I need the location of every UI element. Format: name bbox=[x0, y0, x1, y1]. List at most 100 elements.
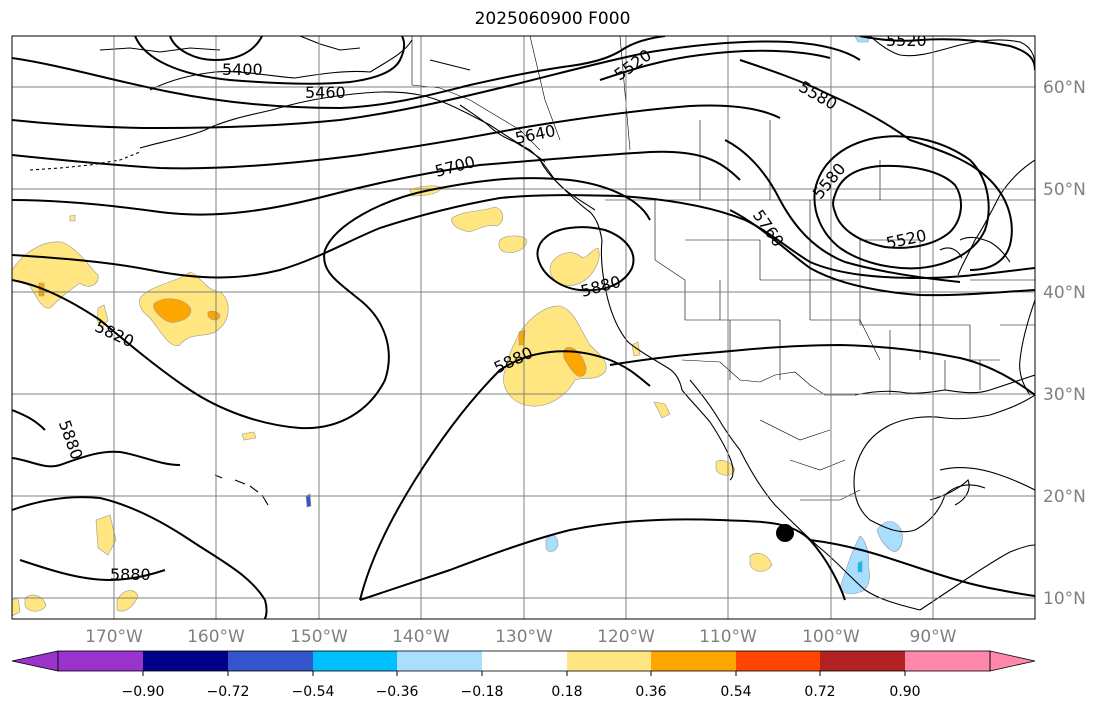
orange-patch-offcoast bbox=[563, 347, 587, 377]
lon-label: 90°W bbox=[910, 627, 957, 647]
yellow-patch-small3 bbox=[69, 214, 76, 222]
lon-label: 160°W bbox=[187, 627, 245, 647]
yellow-patch-offcoast bbox=[503, 305, 607, 407]
yellow-patch-pac-sw2 bbox=[116, 590, 139, 612]
lon-label: 140°W bbox=[392, 627, 450, 647]
colorbar-bin bbox=[143, 651, 228, 671]
colorbar-tick-label: 0.90 bbox=[889, 684, 920, 700]
colorbar-tick-label: −0.18 bbox=[461, 684, 504, 700]
aleutians bbox=[29, 151, 141, 171]
colorbar-tick-label: −0.54 bbox=[292, 684, 335, 700]
contour-5640 bbox=[12, 104, 781, 170]
lon-label: 130°W bbox=[495, 627, 553, 647]
contour-5520-low bbox=[832, 164, 962, 249]
contour-5460 bbox=[134, 36, 406, 85]
yellow-patch-small2 bbox=[631, 341, 641, 357]
mexico-states bbox=[759, 419, 861, 501]
yellow-patch-baja-s bbox=[715, 460, 736, 476]
colorbar-bin bbox=[736, 651, 820, 671]
canada-provinces bbox=[529, 36, 881, 200]
contour-low-inner bbox=[813, 135, 990, 270]
colorbar-bin bbox=[820, 651, 905, 671]
colorbar-tick-label: 0.36 bbox=[635, 684, 666, 700]
colorbar-bin bbox=[482, 651, 567, 671]
colorbar: −0.90 −0.72 −0.54 −0.36 −0.18 0.18 0.36 … bbox=[11, 650, 1036, 700]
contour-label: 5520 bbox=[886, 31, 927, 50]
lat-label: 50°N bbox=[1043, 180, 1086, 200]
us-states-east bbox=[919, 240, 1035, 390]
latitude-labels: 60°N 50°N 40°N 30°N 20°N 10°N bbox=[1043, 78, 1086, 609]
cuba bbox=[939, 466, 1035, 491]
contour-5880-ring bbox=[536, 226, 635, 292]
contour-5880-main bbox=[359, 350, 651, 601]
us-states-west bbox=[654, 200, 811, 380]
colorbar-tick-label: −0.90 bbox=[122, 684, 165, 700]
contour-5520-nw bbox=[12, 36, 666, 110]
hawaii bbox=[214, 474, 269, 506]
location-marker bbox=[776, 524, 794, 542]
blue-patch-pac bbox=[545, 534, 559, 552]
lat-label: 40°N bbox=[1043, 283, 1086, 303]
blue-patch-small bbox=[305, 493, 312, 508]
contour-5880-sw-low bbox=[19, 559, 166, 582]
contour-5580-low bbox=[739, 59, 1013, 271]
lon-label: 100°W bbox=[802, 627, 860, 647]
blue-patch-gulf bbox=[876, 521, 903, 553]
lat-label: 10°N bbox=[1043, 589, 1086, 609]
contour-5880-east bbox=[609, 343, 1035, 396]
colorbar-bin bbox=[228, 651, 313, 671]
alaska-canada-border bbox=[411, 36, 541, 151]
lon-label: 110°W bbox=[699, 627, 757, 647]
colorbar-tick-label: −0.36 bbox=[376, 684, 419, 700]
contour-5820-east bbox=[729, 209, 1035, 297]
contour-5580-top bbox=[599, 49, 831, 81]
lat-label: 20°N bbox=[1043, 487, 1086, 507]
yellow-patch-130w-n bbox=[498, 235, 528, 253]
colorbar-bin bbox=[567, 651, 651, 671]
longitude-labels: 170°W 160°W 150°W 140°W 130°W 120°W 110°… bbox=[85, 627, 957, 647]
contour-5880-mex bbox=[809, 539, 1035, 597]
alaska-panhandle bbox=[459, 104, 546, 163]
bc-coast bbox=[539, 159, 603, 241]
mexico-west bbox=[739, 449, 921, 611]
colorbar-extend-high bbox=[989, 650, 1036, 672]
us-mexico-border bbox=[681, 359, 855, 396]
yellow-patch-pac-sw bbox=[95, 514, 117, 556]
contour-5700 bbox=[12, 150, 741, 216]
colorbar-bin bbox=[58, 651, 143, 671]
contour-label: 5880 bbox=[110, 565, 151, 584]
yellow-patch-baja-w bbox=[653, 401, 671, 419]
baja bbox=[681, 379, 741, 481]
alaska-top bbox=[99, 36, 471, 71]
contour-5760-east bbox=[724, 139, 961, 283]
contour-5400 bbox=[169, 36, 263, 62]
lon-label: 150°W bbox=[290, 627, 348, 647]
alaska-coast bbox=[139, 39, 596, 211]
hudson-bay-region bbox=[869, 36, 1035, 66]
colorbar-tick-label: 0.54 bbox=[720, 684, 751, 700]
colorbar-bin bbox=[905, 651, 990, 671]
contour-label: 5400 bbox=[222, 60, 263, 79]
lat-label: 60°N bbox=[1043, 78, 1086, 98]
contour-5820-main bbox=[12, 177, 651, 430]
graticule bbox=[12, 36, 1035, 619]
us-states-central bbox=[809, 200, 921, 395]
yellow-patch-mex bbox=[749, 553, 773, 572]
political-borders bbox=[411, 36, 1035, 501]
lon-label: 170°W bbox=[85, 627, 143, 647]
lon-label: 120°W bbox=[597, 627, 655, 647]
contour-label: 5460 bbox=[305, 83, 346, 102]
anomaly-patches bbox=[12, 36, 903, 617]
yellow-patch-pac-sw3 bbox=[12, 594, 47, 617]
colorbar-tick-label: −0.72 bbox=[207, 684, 250, 700]
orange-patch-central bbox=[153, 298, 221, 323]
contour-5760 bbox=[12, 194, 1035, 280]
mexico-gulf bbox=[853, 394, 1035, 533]
contour-5880-west bbox=[12, 450, 181, 468]
yellow-patch-450n bbox=[451, 206, 504, 233]
contour-5880-far-west bbox=[12, 409, 46, 431]
central-america bbox=[919, 544, 1035, 611]
height-contours bbox=[12, 36, 1035, 619]
colorbar-tick-label: 0.72 bbox=[804, 684, 835, 700]
